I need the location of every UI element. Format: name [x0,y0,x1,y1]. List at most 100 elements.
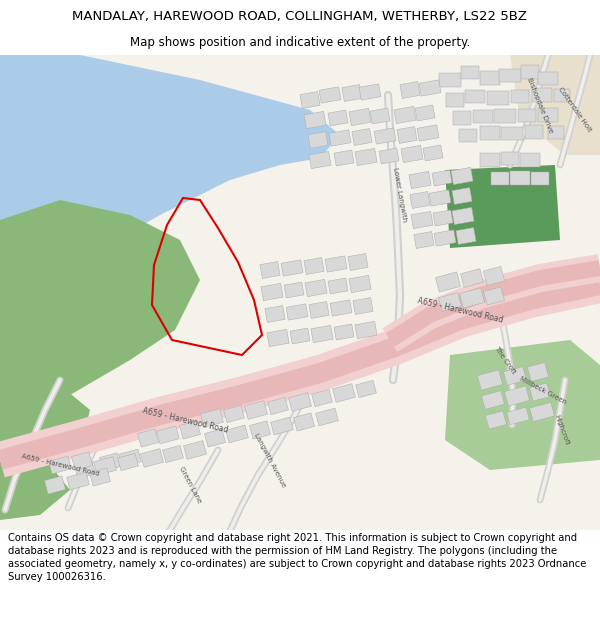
Bar [394,106,416,124]
Polygon shape [386,260,600,347]
Bar [226,425,248,443]
Bar [521,65,539,79]
Bar [460,288,485,308]
Bar [349,108,371,126]
Bar [44,476,65,494]
Bar [342,84,362,101]
Bar [527,362,548,382]
Bar [480,71,500,85]
Bar [554,89,570,101]
Polygon shape [0,200,200,410]
Bar [501,126,523,139]
Polygon shape [383,254,600,352]
Text: A659 - Harewood Road: A659 - Harewood Road [416,296,504,324]
Bar [300,91,320,109]
Bar [284,282,304,298]
Polygon shape [445,340,600,470]
Bar [290,328,310,344]
Bar [184,441,206,459]
Text: The Croft: The Croft [493,345,517,375]
Bar [410,191,430,209]
Bar [328,110,348,126]
Bar [485,411,506,429]
Text: Contains OS data © Crown copyright and database right 2021. This information is : Contains OS data © Crown copyright and d… [8,533,586,582]
Bar [484,287,505,305]
Bar [409,171,431,189]
Bar [548,126,564,139]
Bar [419,80,441,96]
Bar [436,272,461,292]
Bar [355,148,377,166]
Bar [271,417,293,435]
Bar [520,153,540,167]
Text: Millbeck Green: Millbeck Green [518,375,568,405]
Bar [359,84,381,100]
Bar [309,301,329,319]
Bar [452,188,472,204]
Bar [328,278,348,294]
Bar [510,171,530,185]
Bar [529,383,551,401]
Bar [538,108,558,122]
Bar [400,81,420,99]
Bar [74,461,95,479]
Polygon shape [0,465,70,520]
Bar [434,230,456,246]
Polygon shape [0,268,600,478]
Polygon shape [0,275,600,469]
Bar [289,392,311,411]
Bar [401,146,423,162]
Bar [432,170,452,186]
Text: Bishopdale Drive: Bishopdale Drive [526,76,554,134]
Bar [250,421,271,439]
Bar [417,125,439,141]
Bar [487,91,509,105]
Bar [480,153,500,167]
Bar [325,256,347,272]
Bar [334,324,354,340]
Bar [319,87,341,103]
Text: A659 - Harewood Road: A659 - Harewood Road [20,453,100,477]
Bar [179,421,200,439]
Bar [308,131,328,149]
Bar [353,298,373,314]
Bar [506,407,529,425]
Bar [374,128,396,144]
Bar [348,254,368,271]
Bar [349,276,371,292]
Bar [411,211,433,229]
Bar [316,408,338,426]
Bar [137,429,158,447]
Bar [480,126,500,140]
Bar [538,71,558,84]
Polygon shape [445,165,560,248]
Bar [530,402,554,422]
Bar [260,261,280,279]
Bar [503,367,526,386]
Bar [157,426,179,444]
Bar [532,88,552,102]
Text: Green Lane: Green Lane [178,466,202,504]
Bar [205,429,226,447]
Bar [352,129,372,146]
Text: MANDALAY, HAREWOOD ROAD, COLLINGHAM, WETHERBY, LS22 5BZ: MANDALAY, HAREWOOD ROAD, COLLINGHAM, WET… [73,10,527,23]
Polygon shape [0,55,340,275]
Bar [415,105,435,121]
Bar [482,391,505,409]
Text: Highcroft: Highcroft [554,414,571,446]
Bar [453,111,471,125]
Bar [446,93,464,107]
Text: Lower Langwith: Lower Langwith [392,168,408,222]
Bar [456,228,476,244]
Bar [491,171,509,184]
Bar [439,73,461,87]
Bar [334,150,354,166]
Bar [478,370,503,390]
Bar [200,409,223,428]
Bar [429,190,451,206]
Bar [465,89,485,102]
Bar [245,401,268,419]
Bar [49,456,71,474]
Bar [140,449,163,468]
Bar [531,171,549,184]
